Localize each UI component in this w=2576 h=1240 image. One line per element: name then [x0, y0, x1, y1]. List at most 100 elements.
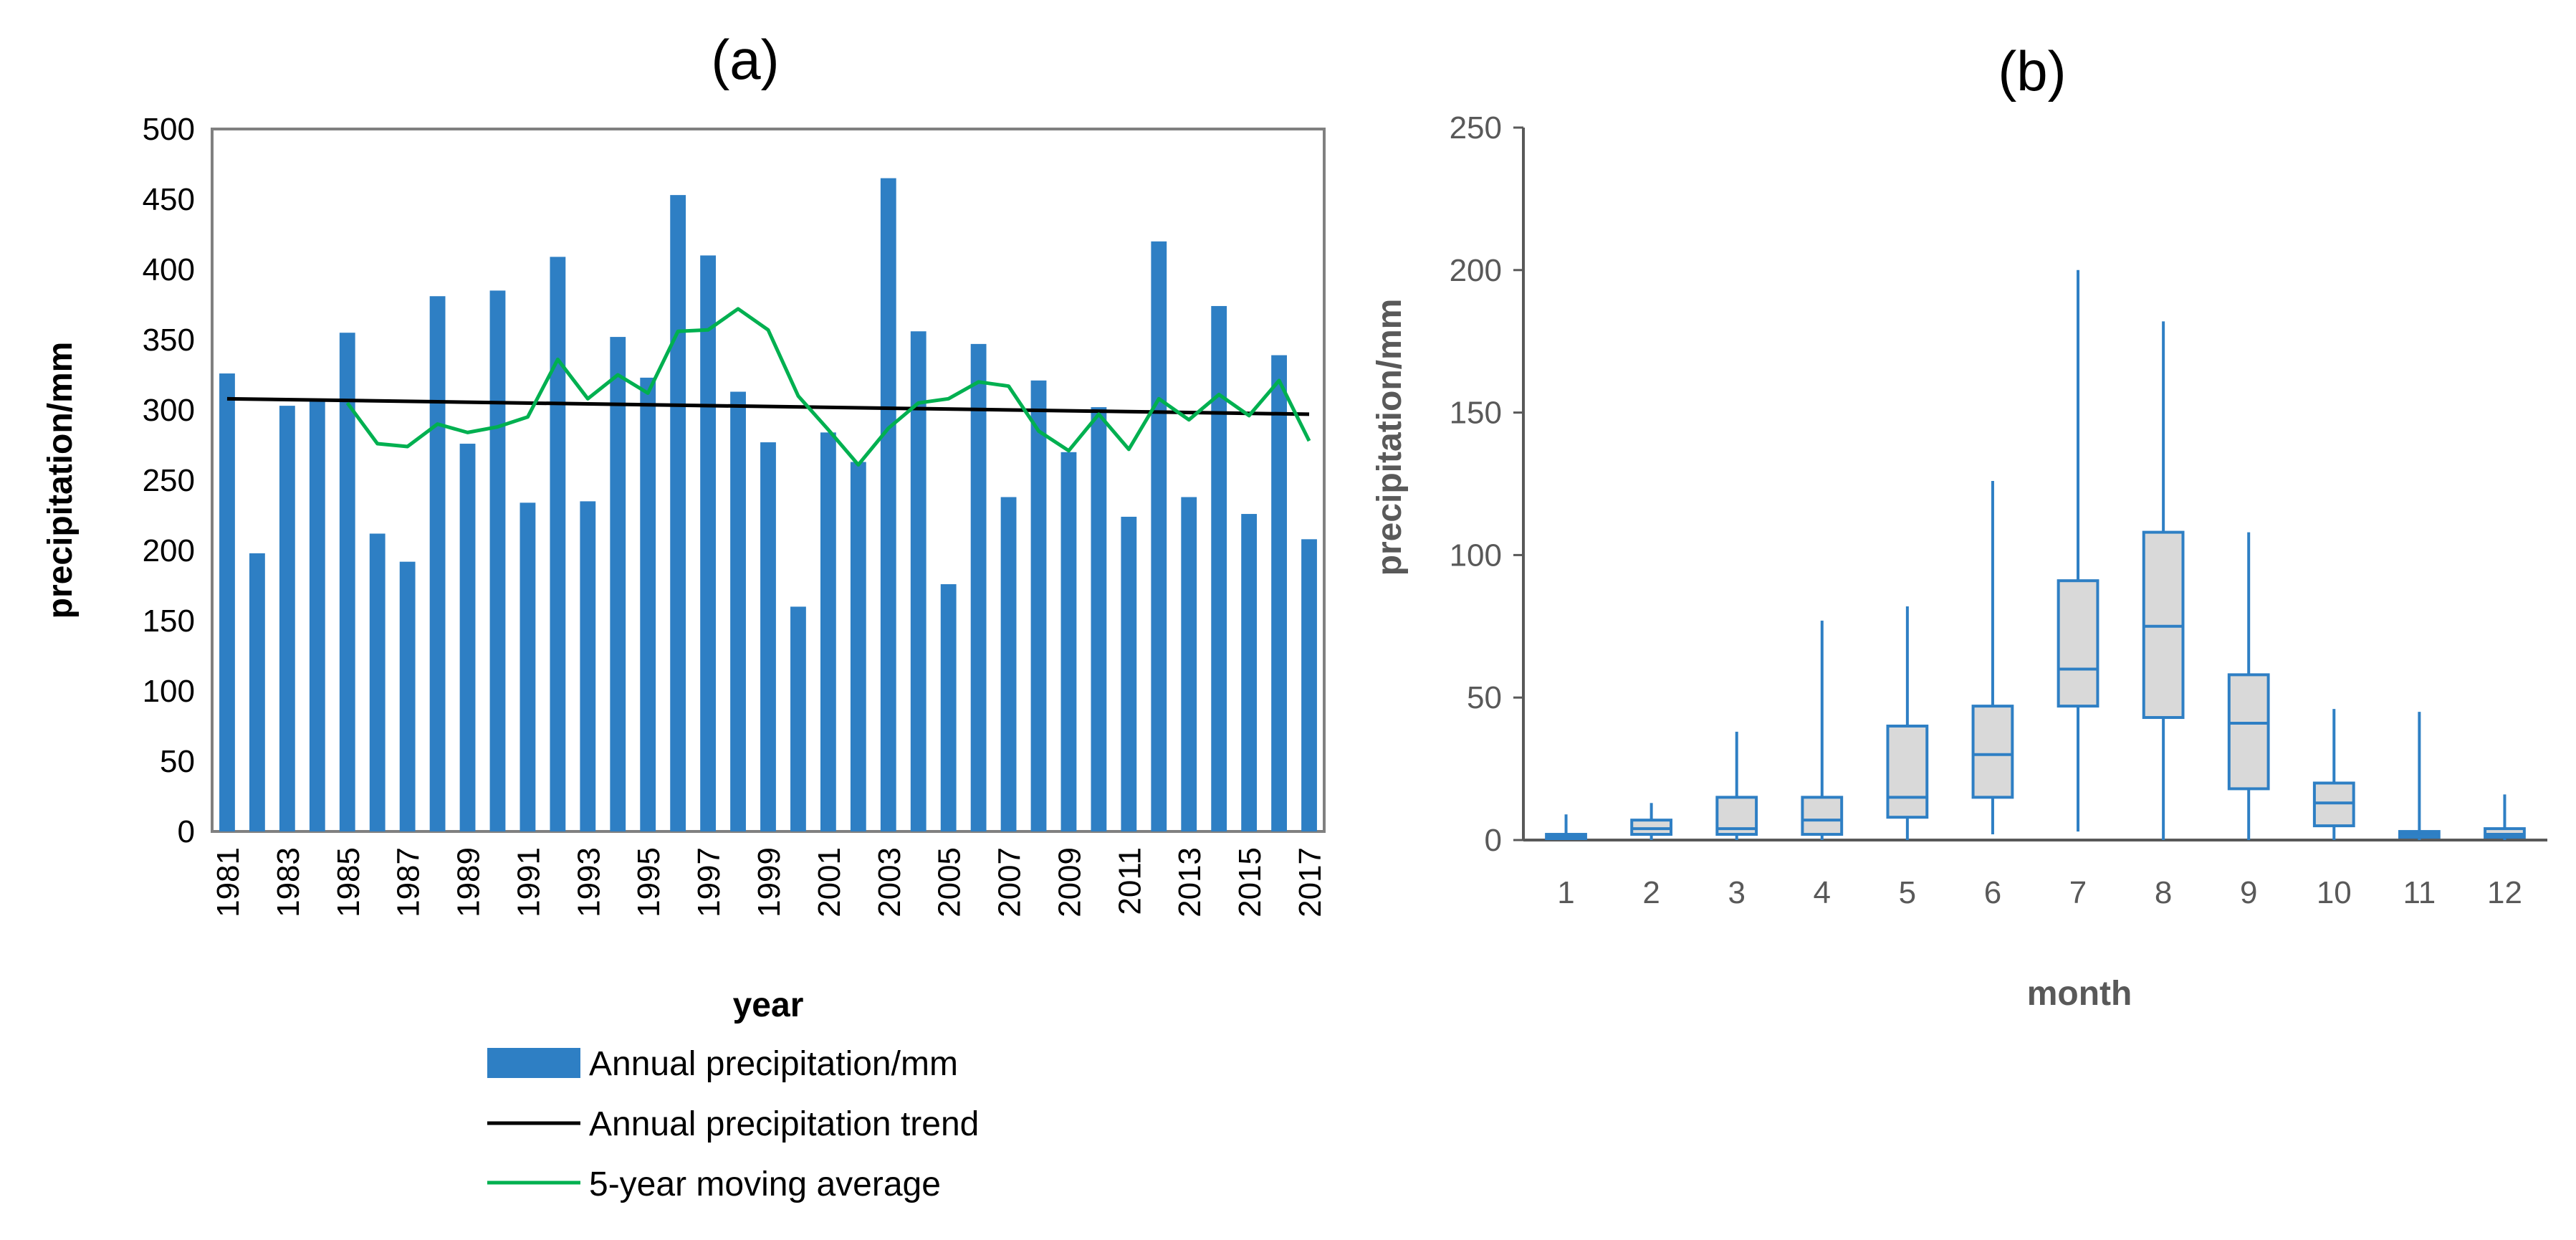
bar-2008 — [1030, 380, 1047, 831]
box-iqr — [1971, 705, 2014, 799]
bar-2005 — [940, 584, 957, 831]
panel-a-xtick-label: 1997 — [691, 847, 727, 917]
bar-1984 — [309, 400, 325, 831]
panel-a-ytick-label: 100 — [143, 674, 195, 709]
panel-a-xtick-label: 2009 — [1052, 847, 1087, 917]
bar-1994 — [610, 337, 626, 832]
bar-2000 — [790, 606, 806, 831]
panel-a-xtick-label: 1981 — [211, 847, 246, 917]
box-month-6 — [1971, 481, 2014, 835]
panel-b-xtick-label: 9 — [2240, 875, 2257, 910]
bar-2006 — [970, 343, 987, 831]
bar-1998 — [730, 391, 746, 831]
bar-1990 — [489, 290, 506, 831]
panel-b-ytick-label: 200 — [1450, 253, 1502, 288]
bar-1988 — [429, 296, 446, 831]
trend-line — [226, 396, 1310, 416]
bar-2003 — [880, 178, 896, 832]
panel-a-xtick-label: 1989 — [451, 847, 487, 917]
panel-a-xtick-label: 1985 — [331, 847, 366, 917]
panel-b-ytick-label: 150 — [1450, 396, 1502, 431]
bar-1989 — [459, 444, 476, 831]
panel-b-ylabel: precipitation/mm — [1371, 299, 1409, 576]
panel-b-xtick-label: 5 — [1899, 875, 1916, 910]
panel-a-xtick-label: 2007 — [992, 847, 1028, 917]
bar-1985 — [339, 333, 355, 831]
panel-b-xtick-label: 2 — [1642, 875, 1660, 910]
legend-swatch-bar — [487, 1048, 580, 1078]
panel-b-xtick-label: 10 — [2317, 875, 2352, 910]
legend-label-moving-average: 5-year moving average — [589, 1165, 941, 1203]
bar-1999 — [760, 442, 776, 831]
panel-a-xtick-label: 1991 — [511, 847, 546, 917]
panel-a-ytick-label: 250 — [143, 463, 195, 498]
box-iqr — [2227, 673, 2270, 791]
bar-2011 — [1121, 516, 1137, 831]
panel-b-ytick-label: 250 — [1450, 110, 1502, 146]
panel-a-xtick-label: 2003 — [872, 847, 907, 917]
bar-1995 — [640, 377, 656, 831]
panel-b-xtick-label: 4 — [1814, 875, 1831, 910]
panel-b-xtick-label: 1 — [1557, 875, 1574, 910]
panel-a-xtick-label: 2017 — [1293, 847, 1328, 917]
bar-1993 — [580, 501, 596, 831]
panel-a-ytick-label: 400 — [143, 252, 195, 287]
panel-b-xtick-label: 3 — [1728, 875, 1745, 910]
panel-b-xtick-label: 7 — [2069, 875, 2087, 910]
bar-1981 — [219, 373, 235, 831]
bar-2014 — [1211, 305, 1227, 832]
box-iqr — [1801, 796, 1844, 836]
bar-1982 — [249, 553, 265, 831]
bar-1983 — [279, 406, 295, 831]
panel-a-ylabel: precipitation/mm — [42, 342, 80, 619]
panel-a-ytick-label: 150 — [143, 604, 195, 639]
panel-a-xtick-label: 2005 — [932, 847, 967, 917]
bar-2002 — [850, 462, 866, 831]
box-month-2 — [1630, 803, 1673, 840]
bar-2010 — [1091, 407, 1107, 831]
legend-label-annual: Annual precipitation/mm — [589, 1045, 958, 1083]
panel-a-ytick-label: 350 — [143, 323, 195, 358]
panel-a-xtick-label: 2001 — [812, 847, 847, 917]
panel-b-ytick-label: 50 — [1467, 680, 1502, 715]
legend: Annual precipitation/mm Annual precipita… — [487, 1045, 979, 1203]
panel-b-ytick-label: 100 — [1450, 538, 1502, 573]
panel-a-xtick-label: 2015 — [1232, 847, 1268, 917]
box-month-3 — [1715, 731, 1758, 840]
panel-a-xtick-label: 1995 — [631, 847, 666, 917]
panel-b-xlabel: month — [2027, 975, 2132, 1013]
panel-b-xtick-label: 12 — [2487, 875, 2522, 910]
panel-a-xlabel: year — [733, 986, 804, 1024]
bar-1987 — [399, 561, 416, 831]
box-month-1 — [1545, 814, 1587, 841]
box-month-12 — [2484, 794, 2526, 840]
box-month-8 — [2142, 321, 2185, 840]
panel-a-xtick-label: 1987 — [391, 847, 426, 917]
panel-a-chart: (a) 0 50 100 150 200 250 300 350 400 450 500 1981 1… — [42, 28, 1328, 1203]
panel-b-title: (b) — [1998, 39, 2066, 102]
panel-a-xtick-label: 2013 — [1172, 847, 1207, 917]
bar-1992 — [550, 257, 566, 831]
box-month-11 — [2398, 712, 2441, 840]
moving-average-line — [345, 307, 1311, 467]
bar-2007 — [1000, 497, 1017, 831]
panel-a-title: (a) — [711, 28, 779, 91]
panel-a-ytick-label: 500 — [143, 112, 195, 147]
bar-2017 — [1301, 539, 1317, 831]
panel-a-ytick-label: 0 — [178, 814, 195, 849]
panel-a-xtick-label: 2011 — [1112, 847, 1147, 915]
bar-2013 — [1181, 497, 1197, 831]
panel-a-xtick-label: 1993 — [571, 847, 606, 917]
box-iqr — [1886, 724, 1929, 819]
panel-a-ytick-label: 50 — [160, 744, 195, 779]
panel-a-xtick-label: 1999 — [752, 847, 787, 917]
box-month-7 — [2057, 270, 2099, 832]
bar-1991 — [519, 502, 536, 831]
bar-2012 — [1151, 241, 1167, 831]
panel-a-xtick-label: 1983 — [271, 847, 306, 917]
panel-a-ytick-label: 200 — [143, 533, 195, 568]
panel-a-ytick-label: 300 — [143, 393, 195, 428]
legend-label-trend: Annual precipitation trend — [589, 1105, 979, 1143]
